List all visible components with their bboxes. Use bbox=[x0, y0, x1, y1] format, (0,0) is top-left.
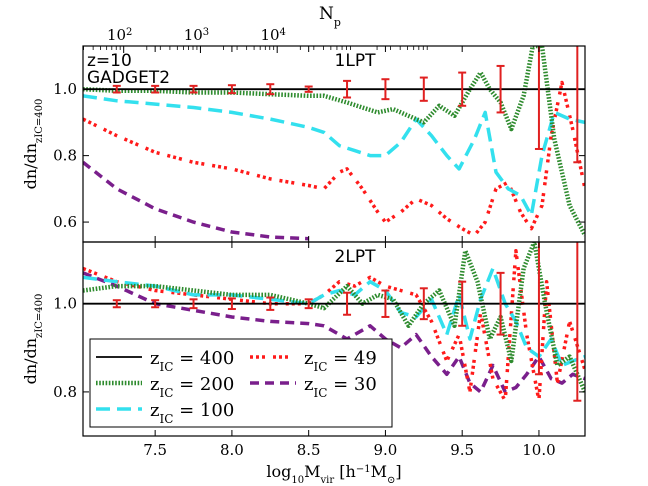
corner-label-code: GADGET2 bbox=[87, 68, 170, 88]
legend-label-zIC-200: zIC = 200 bbox=[150, 374, 234, 400]
ytick-label-top-0: 0.6 bbox=[53, 213, 77, 231]
legend-label-zIC-400: zIC = 400 bbox=[150, 348, 234, 374]
axes-frames bbox=[82, 45, 586, 437]
xtick-label-4: 9.5 bbox=[450, 441, 474, 459]
legend: zIC = 400 zIC = 49 zIC = 200 zIC = 30 zIC = … bbox=[89, 338, 393, 428]
xtick-label-2: 8.5 bbox=[297, 441, 321, 459]
corner-label-z: z=10 bbox=[87, 51, 132, 71]
ylabel-bottom: dn/dnzIC=400 bbox=[21, 294, 45, 385]
ylabel-top: dn/dnzIC=400 bbox=[21, 99, 45, 190]
ytick-label-top-1: 0.8 bbox=[53, 147, 77, 165]
ytick-label-bottom-1: 1.0 bbox=[53, 295, 77, 313]
series-line-zIC-100-top bbox=[83, 94, 585, 218]
top-axis-ticks: 102 103 104 bbox=[83, 26, 428, 53]
panel-2lpt bbox=[83, 242, 585, 403]
series-line-zIC-200-top bbox=[83, 46, 585, 237]
series-line-zIC-200-bottom bbox=[83, 242, 585, 393]
xtick-label-5: 10.0 bbox=[522, 441, 555, 459]
xtick-label-0: 7.5 bbox=[143, 441, 167, 459]
legend-label-zIC-30: zIC = 30 bbox=[304, 374, 377, 400]
legend-label-zIC-100: zIC = 100 bbox=[150, 400, 234, 426]
panel-title-1lpt: 1LPT bbox=[335, 51, 377, 71]
xtick-label-3: 9.0 bbox=[373, 441, 397, 459]
axes-frame-bottom bbox=[82, 241, 586, 437]
top-tick-label-1: 103 bbox=[184, 26, 209, 44]
series-line-zIC-49-top bbox=[83, 80, 585, 238]
panel-1lpt bbox=[83, 46, 585, 241]
xlabel: log10Mvir [h−1M⊙] bbox=[266, 462, 401, 486]
series-line-zIC-30-bottom bbox=[83, 271, 585, 394]
top-axis-label: Np bbox=[319, 4, 341, 29]
x-axis-ticks: 7.5 8.0 8.5 9.0 9.5 10.0 bbox=[143, 441, 555, 459]
panel-title-2lpt: 2LPT bbox=[335, 247, 377, 267]
legend-box bbox=[89, 338, 393, 428]
xtick-label-1: 8.0 bbox=[220, 441, 244, 459]
series-line-zIC-30-top bbox=[83, 160, 309, 241]
y-axis-ticks: 0.6 0.8 1.0 0.8 1.0 bbox=[53, 80, 585, 401]
ytick-label-top-2: 1.0 bbox=[53, 80, 77, 98]
legend-label-zIC-49: zIC = 49 bbox=[304, 348, 377, 374]
ytick-label-bottom-0: 0.8 bbox=[53, 383, 77, 401]
top-tick-label-0: 102 bbox=[107, 26, 132, 44]
top-tick-label-2: 104 bbox=[260, 26, 285, 44]
